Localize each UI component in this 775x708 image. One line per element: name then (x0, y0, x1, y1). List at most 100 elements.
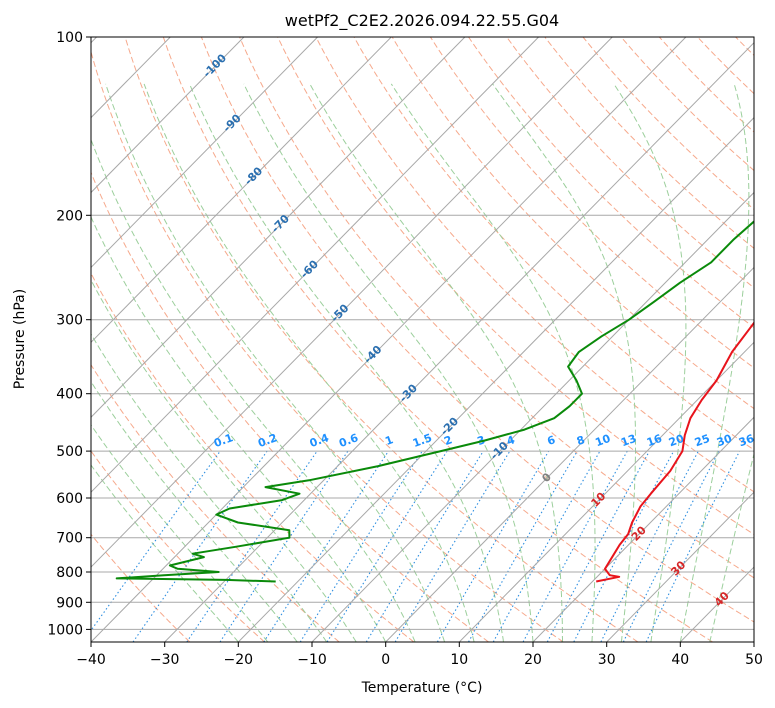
x-axis: −40 −30 −20 −10 0 10 20 30 40 50 (76, 642, 763, 668)
background-labels: -100-90-80-70-60-50-40-30-20-10010203040… (201, 51, 754, 609)
profile-series (115, 220, 754, 583)
background-label: 4 (505, 433, 517, 448)
y-axis-title: Pressure (hPa) (12, 289, 28, 389)
mixing-ratio-line (394, 450, 511, 642)
x-tick-label: 0 (381, 652, 390, 668)
isotherm-line (606, 491, 754, 642)
isotherm-gridlines (91, 37, 754, 642)
background-label: 13 (619, 432, 638, 449)
mixing-ratio-line (622, 450, 720, 642)
moist-adiabat-line (91, 464, 239, 642)
moist-adiabat-line (105, 83, 446, 642)
background-label: 20 (667, 432, 686, 450)
background-label: -80 (242, 164, 265, 188)
isotherm-line (753, 641, 754, 642)
moist-adiabat-line (390, 83, 596, 642)
background-label: 0.2 (256, 431, 279, 450)
isotherm-line (679, 566, 754, 642)
dry-adiabat-line (315, 37, 754, 493)
moist-adiabat-line (492, 83, 636, 642)
x-tick-label: 30 (598, 652, 616, 668)
plot-frame (90, 36, 755, 643)
moist-adiabats (91, 83, 754, 642)
dry-adiabat-line (277, 37, 754, 536)
isotherm-line (237, 116, 754, 642)
moist-adiabat-line (243, 83, 534, 642)
background-label: 0.6 (337, 431, 360, 450)
mixing-ratio-line (91, 450, 221, 632)
y-tick-label: 800 (56, 565, 83, 581)
dry-adiabat-line (91, 363, 340, 642)
moist-adiabat-line (309, 83, 563, 642)
isotherm-line (91, 37, 687, 642)
background-label: 0.1 (212, 431, 235, 450)
isobar-gridlines (91, 37, 754, 630)
background-label: 16 (645, 432, 664, 450)
background-label: 6 (545, 433, 557, 448)
moist-adiabat-line (91, 138, 416, 642)
x-tick-label: 50 (745, 652, 763, 668)
mixing-ratio-line (600, 450, 699, 642)
y-tick-label: 300 (56, 313, 83, 329)
mixing-ratio-line (326, 450, 448, 642)
mixing-ratio-lines (91, 450, 741, 642)
dry-adiabats (91, 37, 754, 642)
background-label: 2 (442, 433, 454, 448)
mixing-ratio-line (522, 450, 628, 642)
plot-area: -100-90-80-70-60-50-40-30-20-10010203040… (91, 37, 754, 642)
dry-adiabat-line (91, 50, 564, 642)
mixing-ratio-line (186, 450, 318, 642)
mixing-ratio-line (573, 450, 675, 642)
dry-adiabat-line (468, 37, 754, 329)
y-tick-label: 900 (56, 595, 83, 611)
moist-adiabat-line (613, 83, 687, 642)
mixing-ratio-line (299, 450, 423, 642)
moist-adiabat-line (91, 333, 328, 642)
background-label: 1 (383, 433, 395, 448)
x-tick-label: 20 (524, 652, 542, 668)
isotherm-line (91, 37, 466, 418)
x-axis-title: Temperature (°C) (361, 680, 483, 696)
dry-adiabat-line (124, 37, 639, 642)
isotherm-line (458, 341, 754, 642)
background-label: 0.4 (308, 431, 331, 450)
background-label: 25 (693, 432, 712, 449)
background-label: 30 (715, 432, 734, 450)
dry-adiabat-line (658, 37, 754, 133)
moist-adiabat-line (709, 451, 754, 642)
dry-adiabat-line (353, 37, 754, 451)
dry-adiabat-line (582, 37, 754, 210)
chart-title: wetPf2_C2E2.2026.094.22.55.G04 (285, 11, 559, 31)
isotherm-line (91, 37, 392, 344)
mixing-ratio-line (365, 450, 484, 642)
moist-adiabat-line (91, 215, 387, 642)
mixing-ratio-line (546, 450, 650, 642)
moist-adiabat-line (679, 83, 750, 642)
y-tick-label: 600 (56, 491, 83, 507)
moist-adiabat-line (143, 83, 475, 642)
isotherm-line (91, 37, 318, 269)
isotherm-line (164, 41, 754, 642)
x-tick-label: 10 (450, 652, 468, 668)
x-tick-label: 40 (671, 652, 689, 668)
y-axis: 100 200 300 400 500 600 700 800 900 1000 (47, 30, 91, 638)
dry-adiabat-line (239, 37, 754, 579)
y-tick-label: 500 (56, 444, 83, 460)
y-tick-label: 100 (56, 30, 83, 46)
background-label: 10 (593, 432, 612, 450)
dry-adiabat-line (91, 171, 489, 642)
x-tick-label: −20 (224, 652, 254, 668)
isotherm-line (91, 37, 245, 194)
background-label: 8 (575, 433, 587, 448)
dry-adiabat-line (506, 37, 754, 289)
mixing-ratio-line (263, 450, 389, 642)
x-tick-label: −40 (76, 652, 106, 668)
isotherm-line (91, 37, 613, 568)
isotherm-line (532, 416, 754, 642)
y-tick-label: 700 (56, 531, 83, 547)
dewpoint-profile-line (115, 220, 754, 583)
dry-adiabat-line (91, 533, 191, 642)
x-tick-label: −10 (297, 652, 327, 668)
dry-adiabat-line (429, 37, 754, 369)
